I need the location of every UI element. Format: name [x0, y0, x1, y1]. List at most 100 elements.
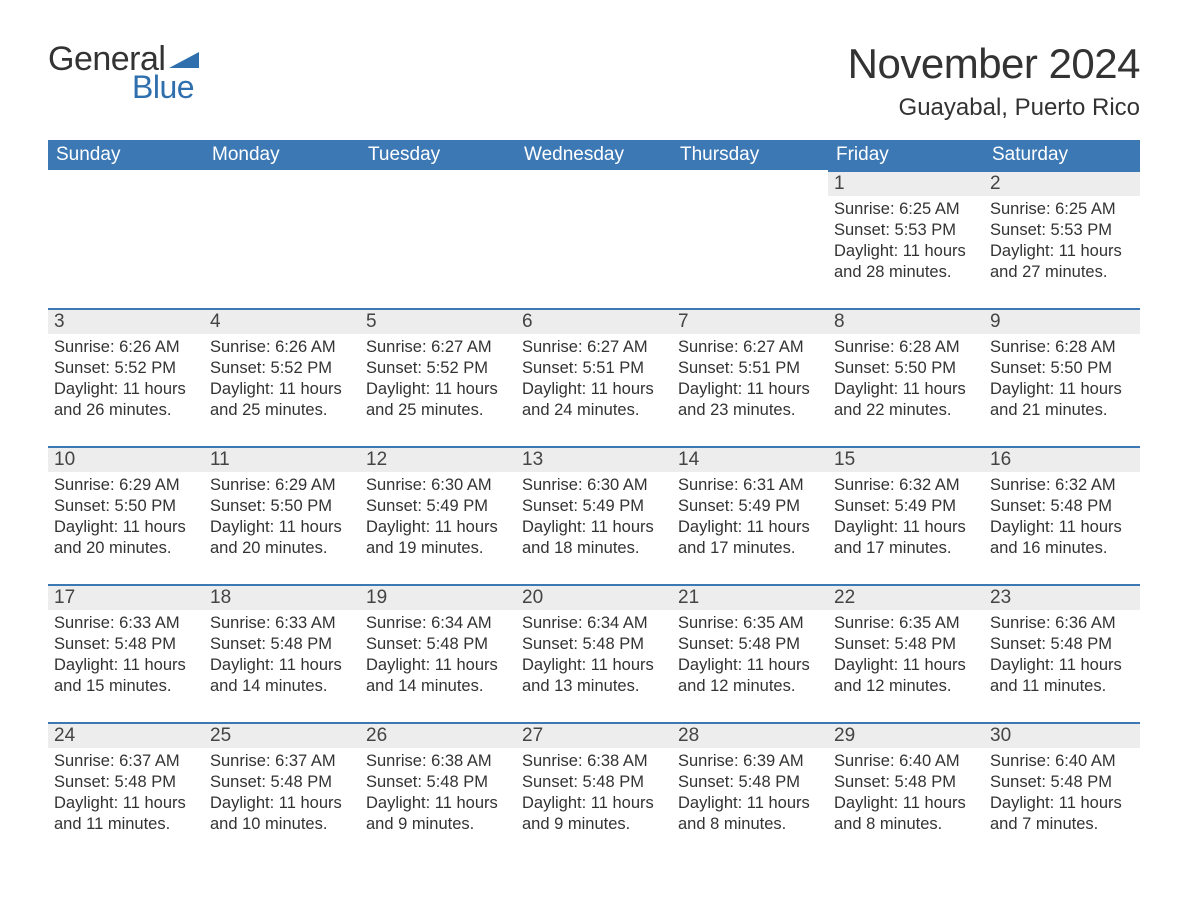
calendar-cell: 17Sunrise: 6:33 AMSunset: 5:48 PMDayligh…	[48, 584, 204, 722]
day-number: 25	[204, 724, 360, 748]
day-details: Sunrise: 6:40 AMSunset: 5:48 PMDaylight:…	[984, 748, 1140, 841]
calendar-cell: 25Sunrise: 6:37 AMSunset: 5:48 PMDayligh…	[204, 722, 360, 860]
calendar-cell	[48, 170, 204, 308]
calendar-cell: 1Sunrise: 6:25 AMSunset: 5:53 PMDaylight…	[828, 170, 984, 308]
month-title: November 2024	[848, 40, 1140, 88]
day-details: Sunrise: 6:26 AMSunset: 5:52 PMDaylight:…	[204, 334, 360, 427]
day-number: 22	[828, 586, 984, 610]
day-number: 16	[984, 448, 1140, 472]
weekday-header: Wednesday	[516, 140, 672, 170]
day-details: Sunrise: 6:34 AMSunset: 5:48 PMDaylight:…	[516, 610, 672, 703]
day-number: 15	[828, 448, 984, 472]
day-details: Sunrise: 6:33 AMSunset: 5:48 PMDaylight:…	[48, 610, 204, 703]
calendar-cell	[360, 170, 516, 308]
calendar-cell: 20Sunrise: 6:34 AMSunset: 5:48 PMDayligh…	[516, 584, 672, 722]
weekday-header: Sunday	[48, 140, 204, 170]
logo: General Blue	[48, 40, 199, 106]
calendar-cell: 21Sunrise: 6:35 AMSunset: 5:48 PMDayligh…	[672, 584, 828, 722]
weekday-header: Saturday	[984, 140, 1140, 170]
calendar-cell: 8Sunrise: 6:28 AMSunset: 5:50 PMDaylight…	[828, 308, 984, 446]
calendar-cell: 30Sunrise: 6:40 AMSunset: 5:48 PMDayligh…	[984, 722, 1140, 860]
day-number: 24	[48, 724, 204, 748]
day-details: Sunrise: 6:37 AMSunset: 5:48 PMDaylight:…	[48, 748, 204, 841]
calendar-cell	[672, 170, 828, 308]
day-number: 14	[672, 448, 828, 472]
calendar-cell: 12Sunrise: 6:30 AMSunset: 5:49 PMDayligh…	[360, 446, 516, 584]
calendar-cell: 29Sunrise: 6:40 AMSunset: 5:48 PMDayligh…	[828, 722, 984, 860]
day-number: 23	[984, 586, 1140, 610]
calendar-table: SundayMondayTuesdayWednesdayThursdayFrid…	[48, 140, 1140, 860]
day-number: 26	[360, 724, 516, 748]
day-number: 18	[204, 586, 360, 610]
calendar-cell: 23Sunrise: 6:36 AMSunset: 5:48 PMDayligh…	[984, 584, 1140, 722]
calendar-cell: 10Sunrise: 6:29 AMSunset: 5:50 PMDayligh…	[48, 446, 204, 584]
day-details: Sunrise: 6:32 AMSunset: 5:49 PMDaylight:…	[828, 472, 984, 565]
logo-text-blue: Blue	[132, 69, 194, 106]
location-subtitle: Guayabal, Puerto Rico	[848, 94, 1140, 122]
calendar-header-row: SundayMondayTuesdayWednesdayThursdayFrid…	[48, 140, 1140, 170]
calendar-cell: 27Sunrise: 6:38 AMSunset: 5:48 PMDayligh…	[516, 722, 672, 860]
day-number: 7	[672, 310, 828, 334]
calendar-body: 1Sunrise: 6:25 AMSunset: 5:53 PMDaylight…	[48, 170, 1140, 860]
day-details: Sunrise: 6:25 AMSunset: 5:53 PMDaylight:…	[984, 196, 1140, 289]
day-details: Sunrise: 6:32 AMSunset: 5:48 PMDaylight:…	[984, 472, 1140, 565]
day-number: 12	[360, 448, 516, 472]
calendar-cell: 15Sunrise: 6:32 AMSunset: 5:49 PMDayligh…	[828, 446, 984, 584]
day-details: Sunrise: 6:27 AMSunset: 5:51 PMDaylight:…	[516, 334, 672, 427]
day-details: Sunrise: 6:38 AMSunset: 5:48 PMDaylight:…	[360, 748, 516, 841]
calendar-cell: 24Sunrise: 6:37 AMSunset: 5:48 PMDayligh…	[48, 722, 204, 860]
calendar-cell: 9Sunrise: 6:28 AMSunset: 5:50 PMDaylight…	[984, 308, 1140, 446]
day-number: 1	[828, 172, 984, 196]
calendar-cell: 28Sunrise: 6:39 AMSunset: 5:48 PMDayligh…	[672, 722, 828, 860]
header: General Blue November 2024 Guayabal, Pue…	[48, 40, 1140, 122]
day-details: Sunrise: 6:29 AMSunset: 5:50 PMDaylight:…	[48, 472, 204, 565]
day-details: Sunrise: 6:30 AMSunset: 5:49 PMDaylight:…	[360, 472, 516, 565]
calendar-cell: 16Sunrise: 6:32 AMSunset: 5:48 PMDayligh…	[984, 446, 1140, 584]
day-number: 9	[984, 310, 1140, 334]
calendar-cell: 26Sunrise: 6:38 AMSunset: 5:48 PMDayligh…	[360, 722, 516, 860]
day-number: 27	[516, 724, 672, 748]
calendar-cell: 2Sunrise: 6:25 AMSunset: 5:53 PMDaylight…	[984, 170, 1140, 308]
calendar-cell: 3Sunrise: 6:26 AMSunset: 5:52 PMDaylight…	[48, 308, 204, 446]
day-details: Sunrise: 6:28 AMSunset: 5:50 PMDaylight:…	[984, 334, 1140, 427]
day-number: 3	[48, 310, 204, 334]
day-details: Sunrise: 6:28 AMSunset: 5:50 PMDaylight:…	[828, 334, 984, 427]
day-details: Sunrise: 6:30 AMSunset: 5:49 PMDaylight:…	[516, 472, 672, 565]
calendar-cell: 13Sunrise: 6:30 AMSunset: 5:49 PMDayligh…	[516, 446, 672, 584]
calendar-cell: 7Sunrise: 6:27 AMSunset: 5:51 PMDaylight…	[672, 308, 828, 446]
day-details: Sunrise: 6:34 AMSunset: 5:48 PMDaylight:…	[360, 610, 516, 703]
day-details: Sunrise: 6:27 AMSunset: 5:51 PMDaylight:…	[672, 334, 828, 427]
weekday-header: Monday	[204, 140, 360, 170]
day-number: 29	[828, 724, 984, 748]
day-number: 4	[204, 310, 360, 334]
day-number: 28	[672, 724, 828, 748]
day-details: Sunrise: 6:35 AMSunset: 5:48 PMDaylight:…	[672, 610, 828, 703]
day-details: Sunrise: 6:31 AMSunset: 5:49 PMDaylight:…	[672, 472, 828, 565]
title-block: November 2024 Guayabal, Puerto Rico	[848, 40, 1140, 122]
day-number: 19	[360, 586, 516, 610]
weekday-header: Friday	[828, 140, 984, 170]
calendar-cell: 18Sunrise: 6:33 AMSunset: 5:48 PMDayligh…	[204, 584, 360, 722]
day-details: Sunrise: 6:39 AMSunset: 5:48 PMDaylight:…	[672, 748, 828, 841]
day-number: 8	[828, 310, 984, 334]
calendar-cell: 4Sunrise: 6:26 AMSunset: 5:52 PMDaylight…	[204, 308, 360, 446]
day-number: 20	[516, 586, 672, 610]
day-number: 13	[516, 448, 672, 472]
day-details: Sunrise: 6:37 AMSunset: 5:48 PMDaylight:…	[204, 748, 360, 841]
day-details: Sunrise: 6:35 AMSunset: 5:48 PMDaylight:…	[828, 610, 984, 703]
calendar-cell: 14Sunrise: 6:31 AMSunset: 5:49 PMDayligh…	[672, 446, 828, 584]
day-details: Sunrise: 6:40 AMSunset: 5:48 PMDaylight:…	[828, 748, 984, 841]
calendar-cell: 22Sunrise: 6:35 AMSunset: 5:48 PMDayligh…	[828, 584, 984, 722]
day-details: Sunrise: 6:29 AMSunset: 5:50 PMDaylight:…	[204, 472, 360, 565]
calendar-cell	[516, 170, 672, 308]
day-details: Sunrise: 6:25 AMSunset: 5:53 PMDaylight:…	[828, 196, 984, 289]
day-number: 10	[48, 448, 204, 472]
day-number: 11	[204, 448, 360, 472]
day-details: Sunrise: 6:26 AMSunset: 5:52 PMDaylight:…	[48, 334, 204, 427]
weekday-header: Thursday	[672, 140, 828, 170]
calendar-cell: 11Sunrise: 6:29 AMSunset: 5:50 PMDayligh…	[204, 446, 360, 584]
calendar-cell: 19Sunrise: 6:34 AMSunset: 5:48 PMDayligh…	[360, 584, 516, 722]
day-details: Sunrise: 6:36 AMSunset: 5:48 PMDaylight:…	[984, 610, 1140, 703]
day-details: Sunrise: 6:38 AMSunset: 5:48 PMDaylight:…	[516, 748, 672, 841]
day-number: 30	[984, 724, 1140, 748]
